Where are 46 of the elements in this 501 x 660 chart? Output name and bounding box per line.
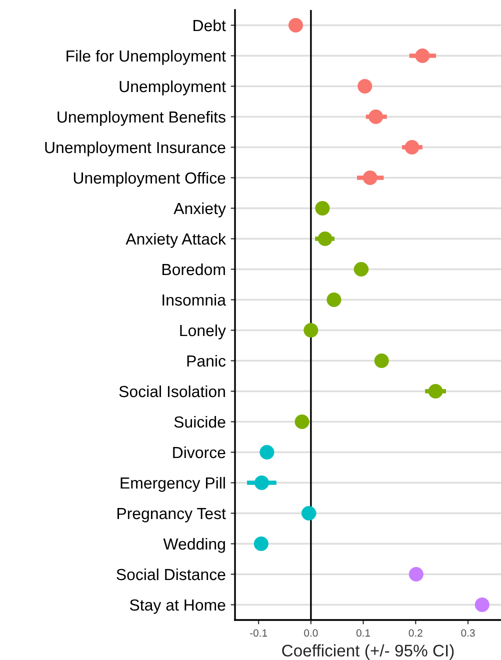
point (304, 322, 318, 338)
x-axis-title: Coefficient (+/- 95% CI) (282, 644, 454, 660)
y-tick-label: Emergency Pill (120, 476, 225, 492)
point (288, 18, 304, 33)
y-tick-label: Panic (187, 354, 226, 367)
y-tick-label: Insomnia (162, 294, 226, 306)
y-tick-label: Unemployment (120, 80, 226, 96)
point (358, 78, 372, 94)
y-tick-label: Debt (194, 19, 226, 32)
point (315, 200, 330, 216)
y-tick-label: Social Distance (116, 568, 226, 580)
point (408, 566, 424, 582)
x-tick-label: 0.2 (408, 629, 422, 637)
y-tick-label: Boredom (162, 263, 225, 276)
y-tick-label: Stay at Home (130, 599, 226, 614)
y-tick-label: Unemployment Office (74, 172, 226, 187)
y-tick-label: Anxiety (174, 202, 226, 218)
y-tick-label: Pregnancy Test (117, 508, 226, 522)
y-tick-label: Anxiety Attack (126, 232, 226, 248)
y-tick-label: Unemployment Insurance (45, 141, 226, 156)
point (260, 444, 274, 460)
point (354, 262, 368, 277)
point (404, 140, 420, 155)
point (362, 170, 378, 186)
point (374, 353, 389, 368)
point (294, 414, 310, 430)
y-tick-label: Lonely (180, 324, 226, 340)
y-tick-label: Unemployment Benefits (58, 110, 226, 126)
x-tick-label: 0.3 (461, 629, 475, 637)
point (415, 48, 430, 64)
point (428, 384, 443, 399)
x-tick-label: 0.1 (356, 629, 370, 637)
point (254, 536, 268, 552)
point (302, 506, 316, 521)
y-tick-label: Wedding (163, 538, 225, 553)
y-tick-label: File for Unemployment (66, 50, 226, 65)
y-tick-label: Divorce (173, 446, 226, 458)
point (326, 292, 342, 308)
point (254, 475, 269, 490)
x-tick-label: 0.0 (304, 629, 318, 637)
y-tick-label: Suicide (174, 416, 226, 428)
point (368, 109, 384, 124)
y-tick-label: Social Isolation (119, 385, 225, 398)
x-tick-label: -0.1 (250, 629, 268, 637)
point (474, 597, 490, 612)
point (318, 231, 332, 246)
